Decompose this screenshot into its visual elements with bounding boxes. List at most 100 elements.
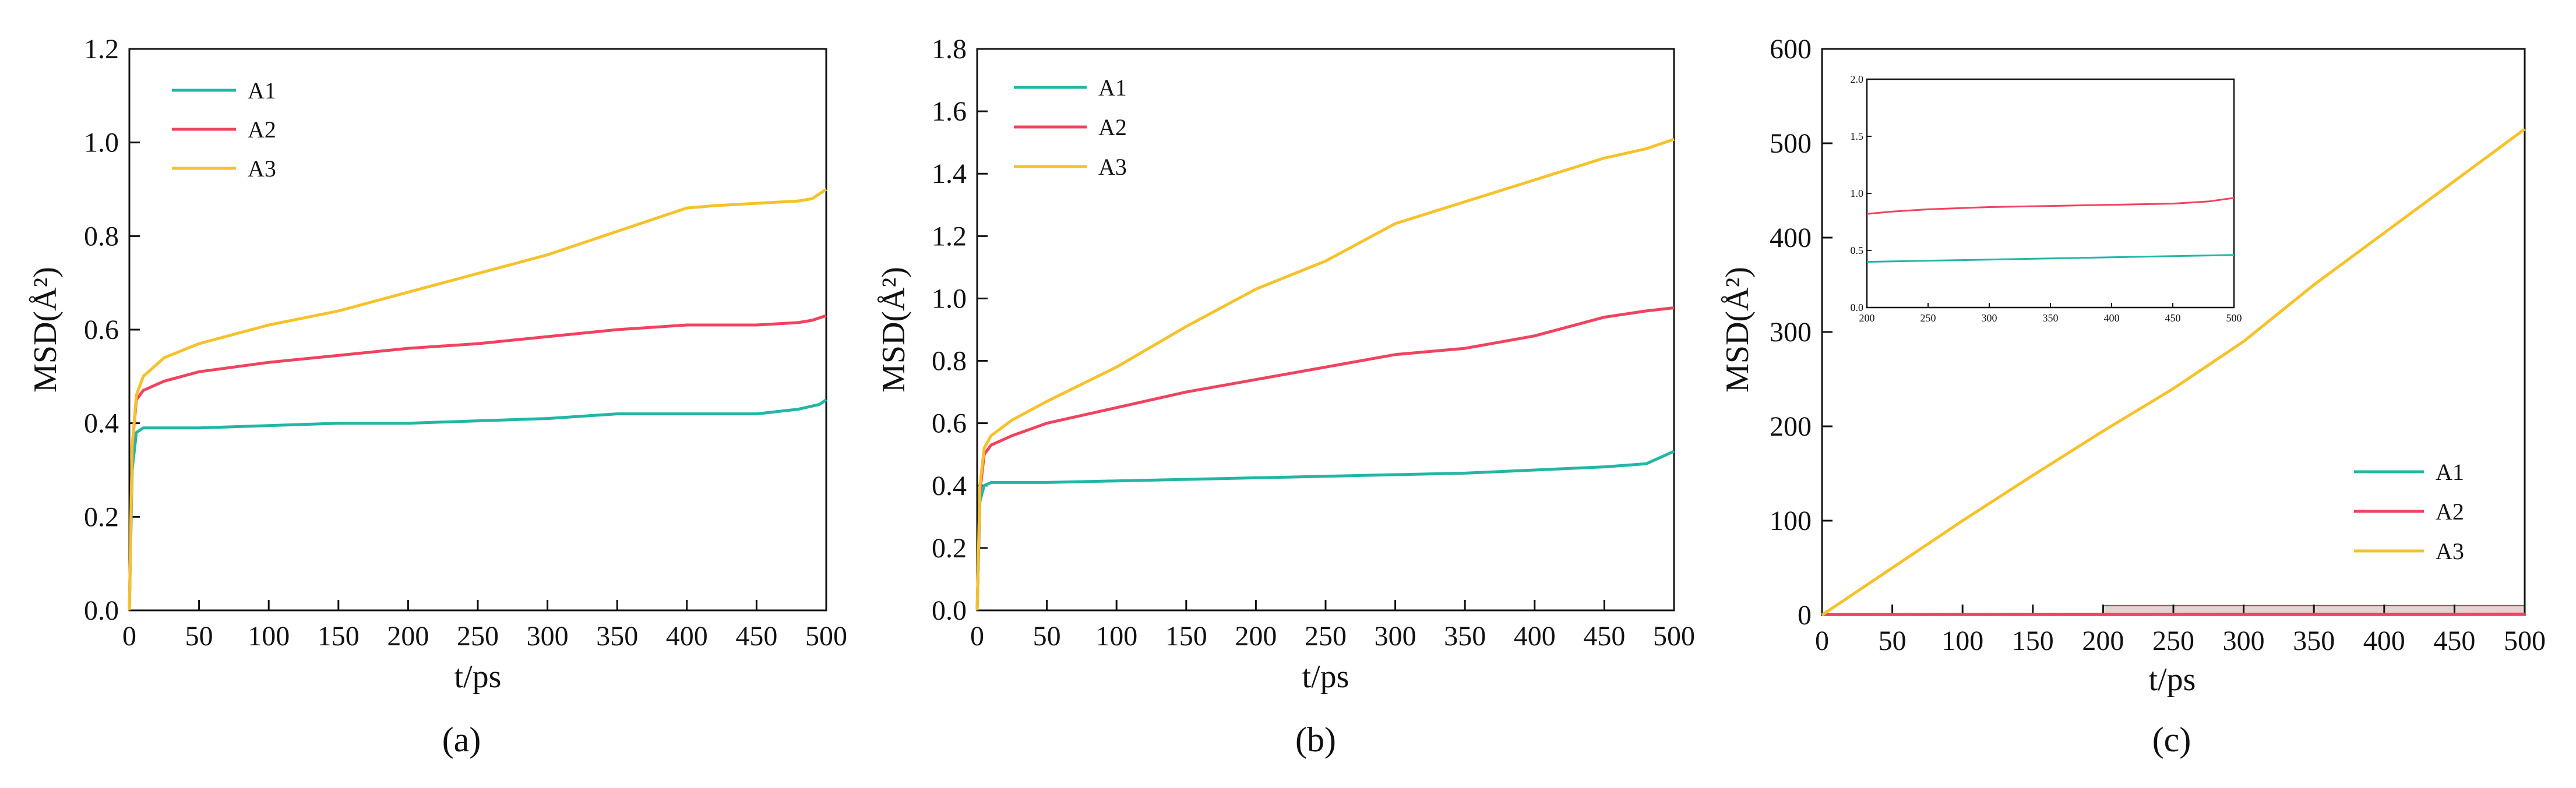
- x-tick-label: 0: [1815, 626, 1829, 656]
- x-tick-label: 200: [387, 621, 429, 652]
- legend-label-a1: A1: [1098, 75, 1127, 101]
- y-tick-label: 1.2: [84, 34, 119, 65]
- series-line-a2: [975, 306, 1675, 611]
- series-line-a1: [975, 450, 1675, 611]
- y-tick-label: 1.2: [932, 221, 967, 252]
- series-line-a2: [1866, 197, 2235, 215]
- x-tick-label: 450: [735, 621, 777, 652]
- x-tick-label: 50: [185, 621, 213, 652]
- x-tick-label: 350: [2293, 626, 2335, 656]
- y-tick-label: 0.6: [84, 315, 119, 345]
- x-tick-label: 350: [2043, 312, 2059, 324]
- legend-label-a2: A2: [2436, 499, 2464, 525]
- x-tick-label: 50: [1033, 621, 1061, 652]
- y-tick-label: 0: [1798, 600, 1812, 631]
- y-tick-label: 0.4: [932, 471, 967, 501]
- x-tick-label: 0: [970, 621, 984, 652]
- panel-a-x-axis-label: t/ps: [454, 659, 502, 695]
- panel-c-inset: 200 250 300 350 400 450 500 0.0 0.5 1.0 1.5 2.0: [1851, 73, 2242, 324]
- y-tick-label: 100: [1770, 506, 1812, 536]
- panel-c-y-axis-label: MSD(Å²): [1719, 267, 1756, 393]
- y-tick-label: 0.0: [932, 595, 967, 626]
- x-tick-label: 350: [1444, 621, 1486, 652]
- y-tick-label: 0.0: [1851, 302, 1864, 313]
- x-tick-label: 200: [1235, 621, 1277, 652]
- x-tick-label: 200: [2082, 626, 2124, 656]
- y-tick-label: 0.2: [84, 501, 119, 532]
- legend-label-a3: A3: [1098, 154, 1127, 180]
- x-tick-label: 500: [805, 621, 847, 652]
- series-line-a2: [128, 314, 827, 611]
- y-tick-label: 0.5: [1851, 245, 1864, 256]
- legend-label-a2: A2: [1098, 114, 1127, 140]
- x-tick-label: 400: [666, 621, 708, 652]
- y-tick-label: 1.6: [932, 96, 967, 127]
- panel-c-inset-series: [1866, 197, 2235, 263]
- legend-label-a3: A3: [2436, 538, 2464, 564]
- panel-c-series: [1821, 128, 2526, 617]
- y-tick-label: 600: [1770, 34, 1812, 65]
- y-tick-label: 0.6: [932, 408, 967, 439]
- y-tick-label: 1.0: [84, 128, 119, 158]
- x-tick-label: 350: [596, 621, 638, 652]
- x-tick-label: 150: [2012, 626, 2054, 656]
- legend-label-a2: A2: [248, 116, 276, 143]
- y-tick-label: 500: [1770, 128, 1812, 159]
- panel-c-inset-ticks: 200 250 300 350 400 450 500 0.0 0.5 1.0 1.5 2.0: [1851, 73, 2242, 324]
- y-tick-label: 400: [1770, 222, 1812, 253]
- panel-c-caption: (c): [2152, 720, 2191, 759]
- x-tick-label: 450: [1583, 621, 1625, 652]
- y-tick-label: 200: [1770, 411, 1812, 442]
- series-line-a3: [1821, 128, 2526, 617]
- x-tick-label: 300: [1375, 621, 1416, 652]
- x-tick-label: 250: [1920, 312, 1936, 324]
- panel-b-caption: (b): [1295, 720, 1336, 759]
- x-tick-label: 500: [1653, 621, 1695, 652]
- y-tick-label: 0.8: [932, 346, 967, 377]
- panel-c-x-axis-label: t/ps: [2149, 662, 2196, 698]
- y-tick-label: 1.0: [1851, 188, 1864, 199]
- panel-c-axis-ticks: 0 50 100 150 200 250 300 350 400 450 500 0 100 200 300…: [1770, 34, 2546, 656]
- y-tick-label: 0.4: [84, 408, 119, 439]
- legend-label-a1: A1: [248, 77, 276, 104]
- x-tick-label: 0: [122, 621, 136, 652]
- panel-a: 0 50 100 150 200 250 300 350 400 450 500 0.0 0.2 0.4 0…: [27, 34, 847, 759]
- panel-c: 0 50 100 150 200 250 300 350 400 450 500 0 100 200 300…: [1719, 34, 2546, 759]
- y-tick-label: 1.0: [932, 283, 967, 314]
- x-tick-label: 250: [457, 621, 499, 652]
- legend-label-a3: A3: [248, 156, 276, 182]
- panel-b-axis-ticks: 0 50 100 150 200 250 300 350 400 450 500 0.0 0.2 0.4 0…: [932, 34, 1695, 652]
- x-tick-label: 100: [1095, 621, 1137, 652]
- legend-label-a1: A1: [2436, 459, 2464, 485]
- y-tick-label: 0.2: [932, 533, 967, 564]
- series-line-a1: [128, 398, 827, 611]
- series-line-a3: [128, 188, 827, 611]
- y-tick-label: 0.0: [84, 595, 119, 626]
- series-line-a3: [975, 137, 1675, 611]
- x-tick-label: 400: [2104, 312, 2120, 324]
- x-tick-label: 400: [1514, 621, 1556, 652]
- series-line-a1: [1866, 254, 2235, 263]
- x-tick-label: 150: [318, 621, 360, 652]
- x-tick-label: 300: [2223, 626, 2265, 656]
- panel-a-y-axis-label: MSD(Å²): [27, 267, 64, 393]
- x-tick-label: 250: [1305, 621, 1347, 652]
- x-tick-label: 100: [248, 621, 290, 652]
- y-tick-label: 0.8: [84, 221, 119, 252]
- x-tick-label: 450: [2165, 312, 2181, 324]
- y-tick-label: 1.8: [932, 34, 967, 65]
- panel-c-legend: A1 A2 A3: [2354, 459, 2464, 564]
- panel-b-legend: A1 A2 A3: [1014, 75, 1127, 180]
- panel-c-inset-frame: [1866, 78, 2235, 309]
- x-tick-label: 300: [1982, 312, 1997, 324]
- panel-b: 0 50 100 150 200 250 300 350 400 450 500 0.0 0.2 0.4 0…: [876, 34, 1695, 759]
- y-tick-label: 2.0: [1851, 73, 1864, 85]
- x-tick-label: 100: [1941, 626, 1983, 656]
- x-tick-label: 450: [2433, 626, 2475, 656]
- x-tick-label: 200: [1859, 312, 1875, 324]
- x-tick-label: 500: [2226, 312, 2242, 324]
- x-tick-label: 500: [2504, 626, 2546, 656]
- x-tick-label: 300: [527, 621, 569, 652]
- x-tick-label: 150: [1165, 621, 1207, 652]
